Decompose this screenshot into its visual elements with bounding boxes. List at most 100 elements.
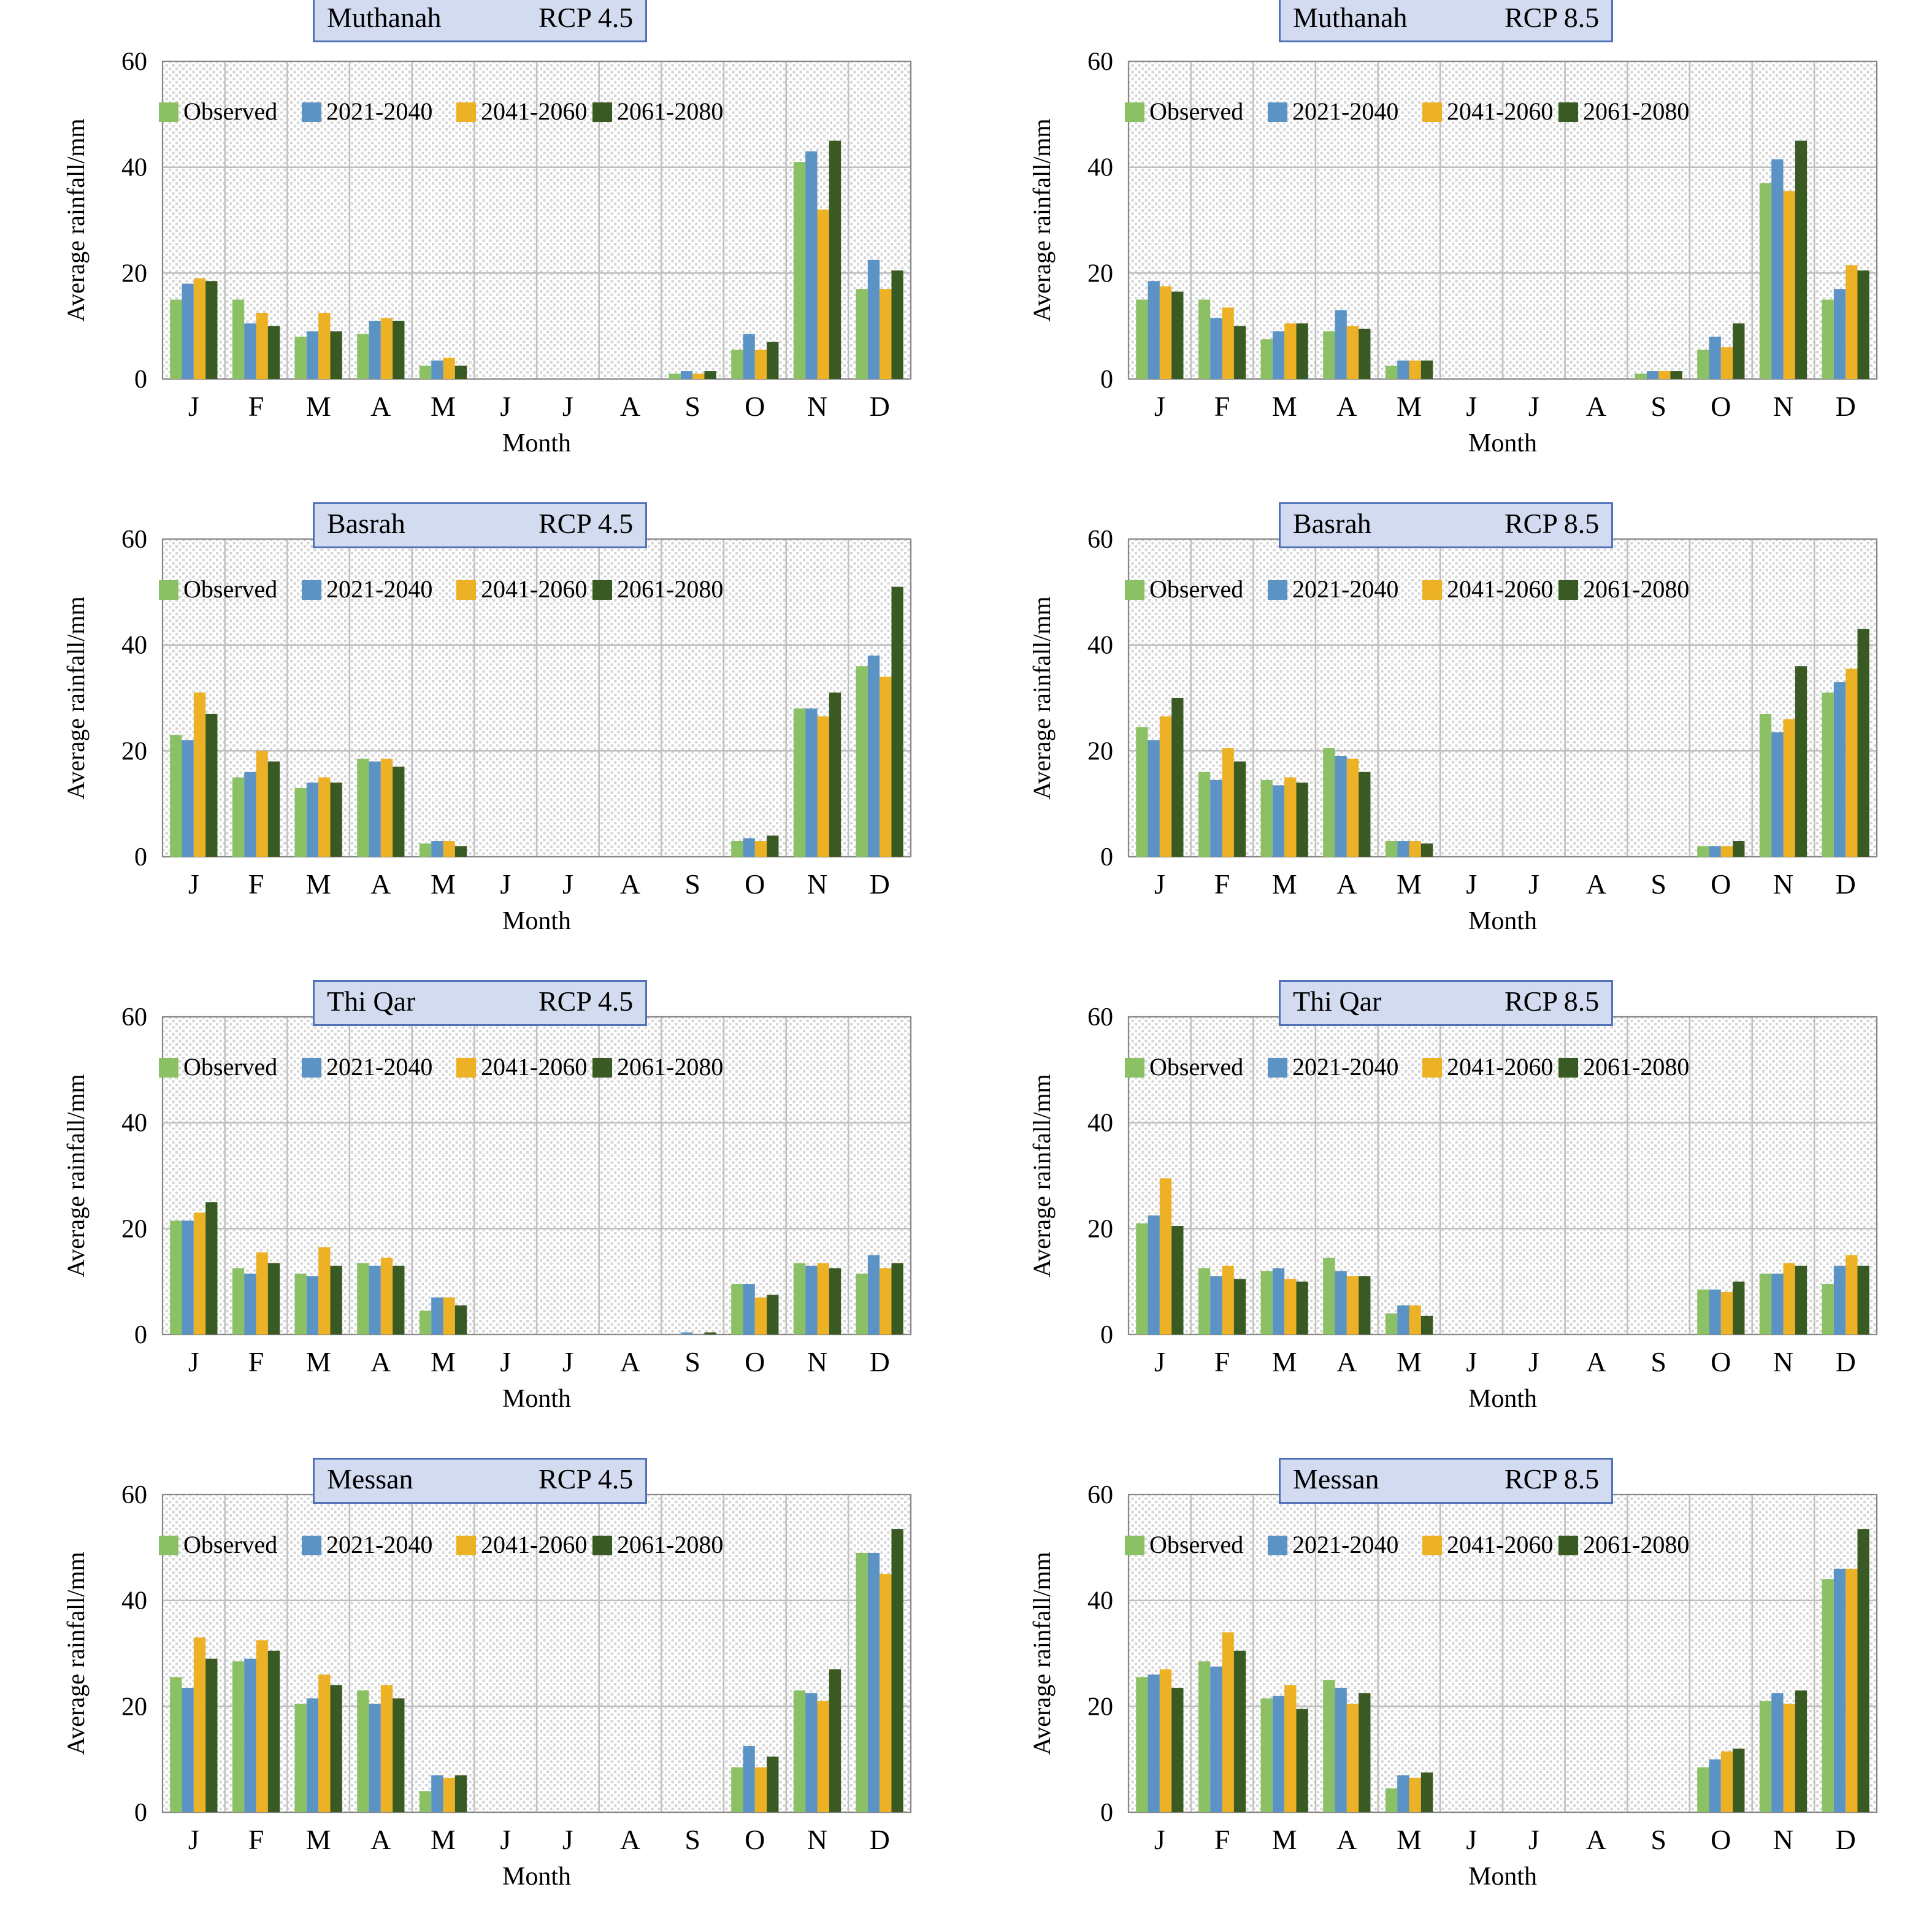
- svg-text:Average rainfall/mm: Average rainfall/mm: [1028, 1074, 1056, 1277]
- svg-text:Observed: Observed: [1149, 575, 1243, 603]
- svg-text:N: N: [807, 391, 827, 422]
- svg-text:F: F: [248, 391, 264, 422]
- svg-text:J: J: [1466, 1824, 1477, 1855]
- svg-text:2061-2080: 2061-2080: [1583, 575, 1689, 603]
- svg-text:Month: Month: [502, 1385, 571, 1413]
- svg-text:M: M: [1397, 1824, 1422, 1855]
- svg-text:2021-2040: 2021-2040: [1292, 1053, 1398, 1081]
- svg-text:M: M: [431, 1346, 456, 1377]
- svg-text:J: J: [1528, 1824, 1539, 1855]
- svg-text:J: J: [1154, 1346, 1165, 1377]
- svg-text:J: J: [562, 868, 573, 900]
- svg-text:O: O: [1711, 1824, 1731, 1855]
- svg-text:S: S: [1650, 868, 1666, 900]
- svg-text:2061-2080: 2061-2080: [1583, 1053, 1689, 1081]
- svg-text:J: J: [1154, 391, 1165, 422]
- svg-text:N: N: [1773, 391, 1793, 422]
- svg-text:F: F: [1214, 1346, 1230, 1377]
- svg-text:60: 60: [121, 1003, 147, 1032]
- svg-text:N: N: [807, 868, 827, 900]
- svg-text:20: 20: [1087, 737, 1113, 765]
- svg-text:40: 40: [1087, 154, 1113, 182]
- svg-text:A: A: [1336, 391, 1357, 422]
- svg-text:J: J: [500, 868, 511, 900]
- svg-text:D: D: [1836, 391, 1856, 422]
- svg-text:O: O: [1711, 391, 1731, 422]
- svg-text:40: 40: [121, 632, 147, 660]
- svg-text:2041-2060: 2041-2060: [481, 1053, 587, 1081]
- svg-text:Month: Month: [1468, 907, 1537, 935]
- svg-text:S: S: [1650, 391, 1666, 422]
- svg-text:0: 0: [1100, 1799, 1113, 1827]
- svg-text:S: S: [1650, 1346, 1666, 1377]
- svg-text:D: D: [870, 868, 890, 900]
- svg-text:2021-2040: 2021-2040: [326, 1053, 432, 1081]
- svg-text:N: N: [807, 1824, 827, 1855]
- svg-text:40: 40: [1087, 1109, 1113, 1138]
- svg-text:J: J: [562, 1346, 573, 1377]
- svg-text:J: J: [1466, 1346, 1477, 1377]
- svg-text:F: F: [248, 1824, 264, 1855]
- svg-text:D: D: [1836, 868, 1856, 900]
- svg-text:40: 40: [121, 1109, 147, 1138]
- svg-text:2061-2080: 2061-2080: [1583, 1531, 1689, 1558]
- svg-text:60: 60: [121, 48, 147, 76]
- svg-text:Average rainfall/mm: Average rainfall/mm: [1028, 596, 1056, 799]
- svg-text:A: A: [370, 1346, 391, 1377]
- svg-text:O: O: [745, 1824, 765, 1855]
- svg-text:M: M: [1397, 391, 1422, 422]
- svg-text:N: N: [1773, 1824, 1793, 1855]
- svg-text:J: J: [500, 391, 511, 422]
- svg-text:2021-2040: 2021-2040: [1292, 575, 1398, 603]
- svg-text:Observed: Observed: [183, 98, 277, 125]
- svg-text:40: 40: [121, 1587, 147, 1615]
- svg-text:S: S: [684, 1346, 700, 1377]
- svg-text:60: 60: [1087, 1481, 1113, 1509]
- svg-text:20: 20: [1087, 1215, 1113, 1243]
- svg-text:D: D: [870, 1346, 890, 1377]
- svg-text:M: M: [431, 391, 456, 422]
- svg-text:M: M: [1397, 1346, 1422, 1377]
- svg-text:J: J: [1154, 1824, 1165, 1855]
- svg-text:20: 20: [121, 1693, 147, 1721]
- svg-text:2041-2060: 2041-2060: [1447, 575, 1553, 603]
- svg-text:A: A: [1586, 1824, 1606, 1855]
- svg-text:20: 20: [121, 259, 147, 288]
- svg-text:40: 40: [121, 154, 147, 182]
- svg-text:2061-2080: 2061-2080: [1583, 98, 1689, 125]
- svg-text:Month: Month: [1468, 1385, 1537, 1413]
- svg-text:Month: Month: [502, 1863, 571, 1891]
- svg-text:2021-2040: 2021-2040: [1292, 98, 1398, 125]
- svg-text:J: J: [500, 1346, 511, 1377]
- svg-text:0: 0: [1100, 366, 1113, 394]
- svg-text:20: 20: [121, 737, 147, 765]
- svg-text:J: J: [562, 391, 573, 422]
- svg-text:J: J: [1466, 868, 1477, 900]
- svg-text:20: 20: [1087, 259, 1113, 288]
- svg-text:M: M: [306, 1824, 331, 1855]
- svg-text:20: 20: [121, 1215, 147, 1243]
- svg-text:A: A: [620, 391, 640, 422]
- svg-text:J: J: [1528, 391, 1539, 422]
- svg-text:A: A: [370, 1824, 391, 1855]
- svg-text:0: 0: [1100, 843, 1113, 871]
- svg-text:D: D: [870, 391, 890, 422]
- svg-text:O: O: [1711, 868, 1731, 900]
- svg-text:A: A: [620, 1346, 640, 1377]
- svg-text:O: O: [745, 391, 765, 422]
- svg-text:N: N: [1773, 868, 1793, 900]
- svg-text:M: M: [1272, 868, 1297, 900]
- svg-text:S: S: [684, 391, 700, 422]
- svg-text:2021-2040: 2021-2040: [1292, 1531, 1398, 1558]
- svg-text:A: A: [1586, 1346, 1606, 1377]
- svg-text:M: M: [306, 391, 331, 422]
- svg-text:N: N: [1773, 1346, 1793, 1377]
- svg-text:A: A: [620, 868, 640, 900]
- svg-text:2041-2060: 2041-2060: [481, 98, 587, 125]
- svg-text:Month: Month: [1468, 429, 1537, 458]
- svg-text:S: S: [684, 1824, 700, 1855]
- svg-text:J: J: [562, 1824, 573, 1855]
- svg-text:0: 0: [134, 1799, 147, 1827]
- svg-text:2061-2080: 2061-2080: [617, 1053, 723, 1081]
- svg-text:2041-2060: 2041-2060: [1447, 1531, 1553, 1558]
